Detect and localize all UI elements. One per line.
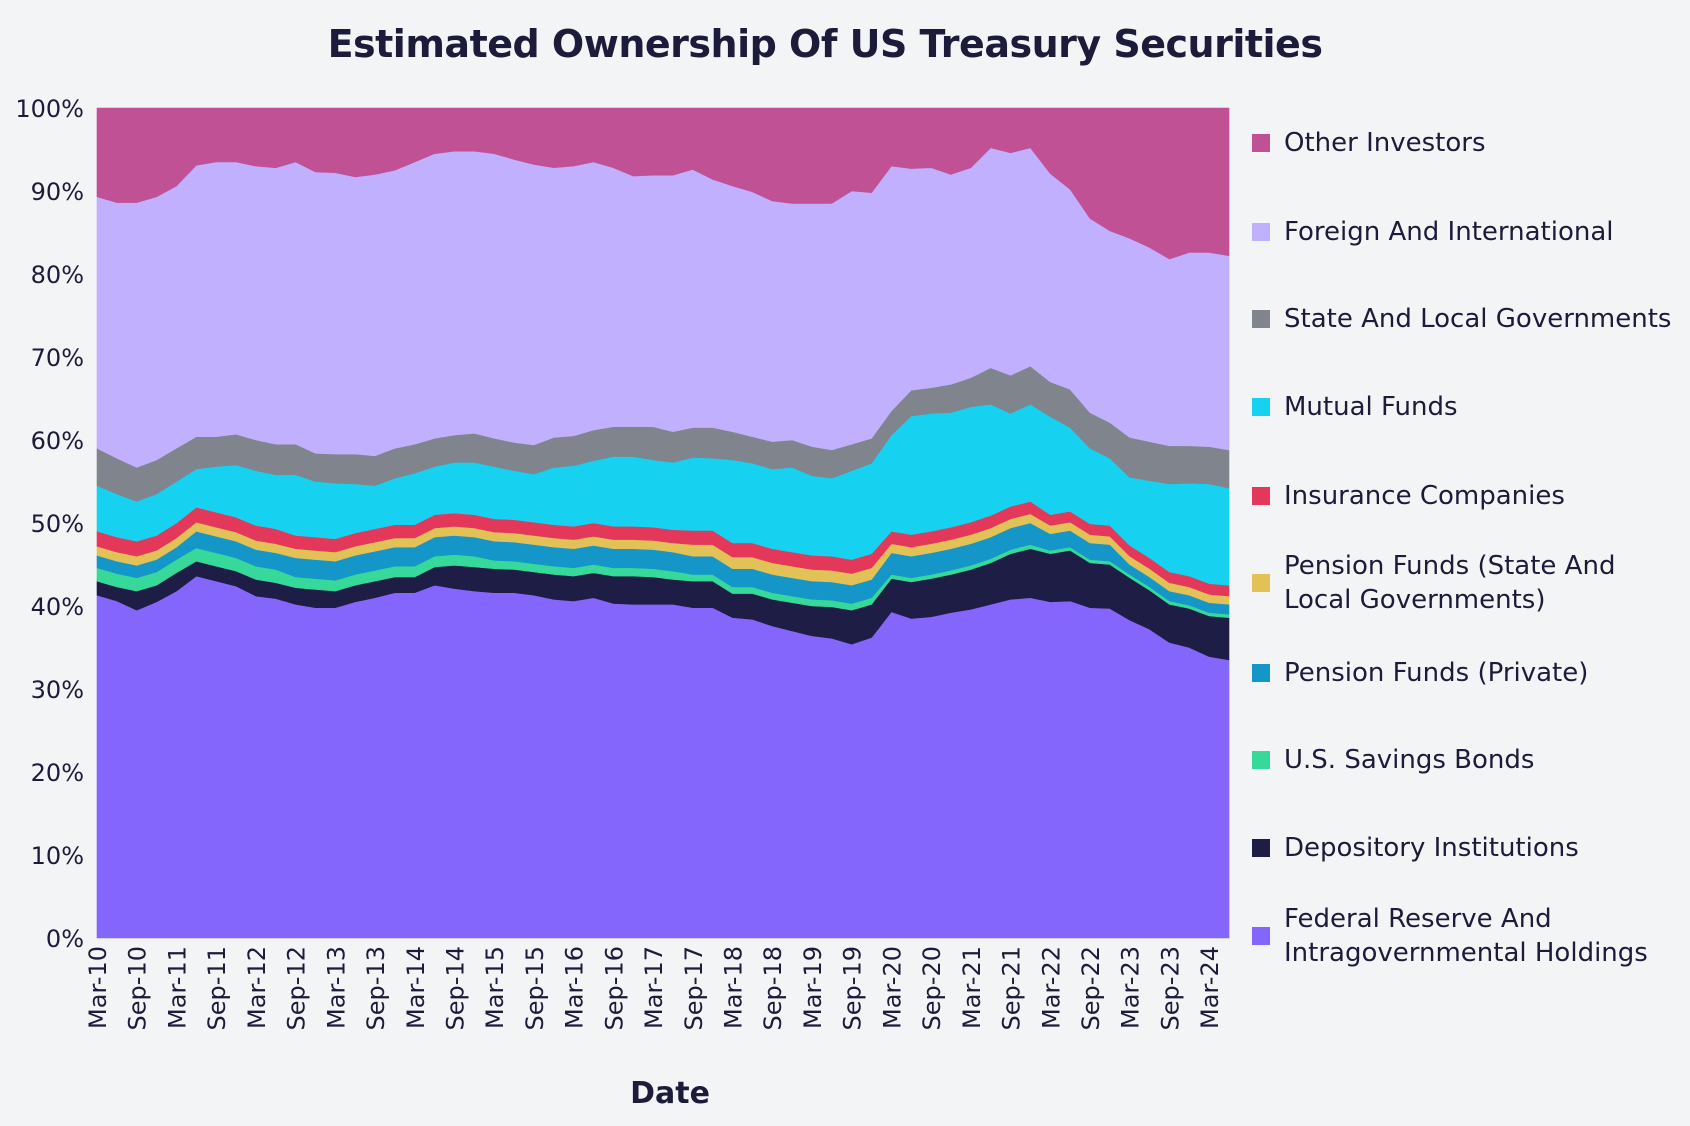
legend-label: Federal Reserve And Intragovernmental Ho… bbox=[1284, 904, 1648, 968]
x-tick-label: Sep-12 bbox=[283, 946, 311, 1030]
legend-swatch bbox=[1252, 310, 1270, 328]
legend-swatch bbox=[1252, 398, 1270, 416]
legend-swatch bbox=[1252, 223, 1270, 241]
x-tick-label: Sep-15 bbox=[521, 946, 549, 1030]
x-tick-label: Mar-24 bbox=[1196, 946, 1224, 1029]
legend-item-pension-funds-state-local[interactable]: Pension Funds (State And Local Governmen… bbox=[1252, 549, 1684, 617]
x-tick-label: Mar-17 bbox=[640, 946, 668, 1029]
legend-label: Mutual Funds bbox=[1284, 392, 1458, 422]
x-tick-label: Sep-23 bbox=[1156, 946, 1184, 1030]
x-tick-label: Mar-10 bbox=[84, 946, 112, 1029]
legend-label: Pension Funds (State And Local Governmen… bbox=[1284, 551, 1616, 615]
legend-item-other-investors[interactable]: Other Investors bbox=[1252, 126, 1684, 160]
y-tick-label: 40% bbox=[31, 593, 84, 621]
x-tick-label: Mar-20 bbox=[878, 946, 906, 1029]
legend-item-pension-funds-private[interactable]: Pension Funds (Private) bbox=[1252, 656, 1684, 690]
x-tick-label: Mar-21 bbox=[958, 946, 986, 1029]
y-tick-label: 50% bbox=[31, 510, 84, 538]
x-tick-label: Mar-12 bbox=[243, 946, 271, 1029]
legend-item-federal-reserve[interactable]: Federal Reserve And Intragovernmental Ho… bbox=[1252, 902, 1684, 970]
x-axis-title: Date bbox=[630, 1076, 710, 1111]
x-tick-label: Sep-18 bbox=[759, 946, 787, 1030]
legend-label: U.S. Savings Bonds bbox=[1284, 745, 1535, 775]
legend-label: State And Local Governments bbox=[1284, 304, 1672, 334]
legend-label: Depository Institutions bbox=[1284, 833, 1579, 863]
legend-swatch bbox=[1252, 574, 1270, 592]
x-tick-label: Sep-10 bbox=[124, 946, 152, 1030]
legend-item-foreign-and-international[interactable]: Foreign And International bbox=[1252, 215, 1684, 249]
x-tick-label: Mar-16 bbox=[561, 946, 589, 1029]
legend-item-state-and-local-governments[interactable]: State And Local Governments bbox=[1252, 302, 1684, 336]
legend-swatch bbox=[1252, 927, 1270, 945]
y-tick-label: 80% bbox=[31, 261, 84, 289]
legend-item-insurance-companies[interactable]: Insurance Companies bbox=[1252, 479, 1684, 513]
legend-swatch bbox=[1252, 134, 1270, 152]
y-axis-tick-labels: 0% 10% 20% 30% 40% 50% 60% 70% 80% 90% 100% bbox=[15, 95, 84, 953]
x-tick-label: Mar-11 bbox=[163, 946, 191, 1029]
y-tick-label: 0% bbox=[46, 925, 84, 953]
y-tick-label: 100% bbox=[15, 95, 84, 123]
legend-swatch bbox=[1252, 839, 1270, 857]
legend-label: Insurance Companies bbox=[1284, 481, 1565, 511]
x-tick-label: Sep-17 bbox=[680, 946, 708, 1030]
legend-swatch bbox=[1252, 487, 1270, 505]
legend-label: Other Investors bbox=[1284, 128, 1486, 158]
y-tick-label: 10% bbox=[31, 842, 84, 870]
area-federal-reserve-and-intragovernmental-holdings bbox=[96, 575, 1230, 939]
x-tick-label: Mar-23 bbox=[1117, 946, 1145, 1029]
x-tick-label: Sep-16 bbox=[600, 946, 628, 1030]
legend-swatch bbox=[1252, 664, 1270, 682]
x-tick-label: Sep-14 bbox=[441, 946, 469, 1030]
x-tick-label: Mar-22 bbox=[1037, 946, 1065, 1029]
legend-item-depository-institutions[interactable]: Depository Institutions bbox=[1252, 831, 1684, 865]
y-tick-label: 70% bbox=[31, 344, 84, 372]
y-tick-label: 20% bbox=[31, 759, 84, 787]
x-axis-tick-labels: Mar-10 Sep-10 Mar-11 Sep-11 Mar-12 Sep-12 Mar-… bbox=[84, 946, 1224, 1030]
x-tick-label: Sep-20 bbox=[918, 946, 946, 1030]
legend-label: Pension Funds (Private) bbox=[1284, 658, 1589, 688]
x-tick-label: Sep-21 bbox=[998, 946, 1026, 1030]
x-tick-label: Sep-19 bbox=[839, 946, 867, 1030]
x-tick-label: Sep-22 bbox=[1077, 946, 1105, 1030]
area-layers bbox=[96, 107, 1230, 939]
y-tick-label: 30% bbox=[31, 676, 84, 704]
chart-title: Estimated Ownership Of US Treasury Secur… bbox=[327, 22, 1323, 66]
y-tick-label: 90% bbox=[31, 178, 84, 206]
x-tick-label: Sep-13 bbox=[362, 946, 390, 1030]
y-tick-label: 60% bbox=[31, 427, 84, 455]
legend-item-us-savings-bonds[interactable]: U.S. Savings Bonds bbox=[1252, 743, 1684, 777]
x-tick-label: Mar-14 bbox=[402, 946, 430, 1029]
x-tick-label: Mar-13 bbox=[322, 946, 350, 1029]
x-tick-label: Mar-15 bbox=[481, 946, 509, 1029]
x-tick-label: Sep-11 bbox=[203, 946, 231, 1030]
x-tick-label: Mar-18 bbox=[720, 946, 748, 1029]
legend-label: Foreign And International bbox=[1284, 217, 1614, 247]
area-other-investors bbox=[96, 107, 1230, 260]
x-tick-label: Mar-19 bbox=[799, 946, 827, 1029]
legend-swatch bbox=[1252, 751, 1270, 769]
legend-item-mutual-funds[interactable]: Mutual Funds bbox=[1252, 390, 1684, 424]
